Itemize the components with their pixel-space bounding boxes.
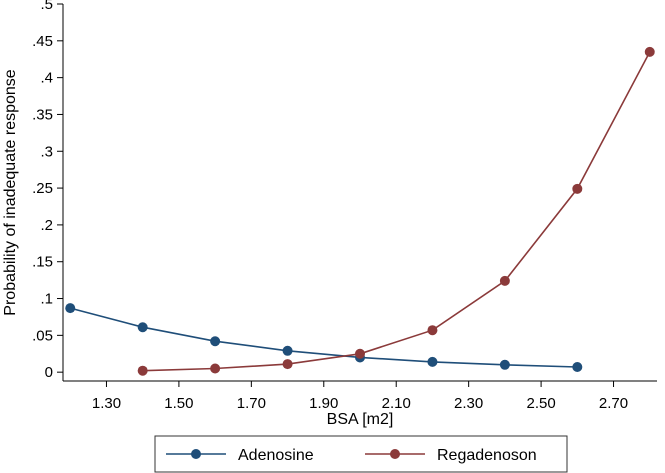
- series-adenosine: [65, 303, 583, 373]
- x-tick-label: 1.90: [309, 395, 338, 412]
- data-point: [65, 303, 76, 314]
- x-axis-ticks: 1.30 1.50 1.70 1.90 2.10 2.30 2.50 2.70: [92, 381, 628, 412]
- y-tick-label: .25: [32, 180, 53, 197]
- y-axis-ticks: 0 .05 .1 .15 .2 .25 .3 .35 .4 .45 .5: [32, 0, 63, 381]
- data-point: [137, 322, 148, 333]
- data-point: [427, 325, 438, 336]
- y-tick-label: .3: [40, 143, 53, 160]
- x-tick-label: 2.30: [454, 395, 483, 412]
- data-point: [282, 359, 293, 370]
- data-point: [355, 348, 365, 359]
- legend-label: Adenosine: [238, 447, 314, 464]
- x-tick-label: 2.50: [526, 395, 555, 412]
- y-tick-label: .45: [32, 33, 53, 50]
- series-layer: [65, 46, 655, 376]
- y-tick-label: .05: [32, 327, 53, 344]
- data-point: [210, 336, 221, 347]
- data-point: [499, 275, 510, 286]
- x-tick-label: 1.70: [237, 395, 266, 412]
- y-tick-label: .15: [32, 254, 53, 271]
- legend: Adenosine Regadenoson: [154, 435, 568, 473]
- y-tick-label: .4: [40, 70, 53, 87]
- x-tick-label: 2.10: [382, 395, 411, 412]
- x-tick-label: 1.50: [164, 395, 193, 412]
- series-line: [69, 307, 578, 368]
- legend-label: Regadenoson: [437, 447, 537, 464]
- legend-item-adenosine: Adenosine: [166, 447, 314, 464]
- legend-marker: [390, 449, 400, 459]
- data-point: [137, 365, 148, 376]
- x-tick-label: 2.70: [599, 395, 628, 412]
- y-tick-label: 0: [45, 364, 53, 381]
- axes: [62, 4, 657, 382]
- data-point: [572, 183, 583, 194]
- x-tick-label: 1.30: [92, 395, 121, 412]
- y-tick-label: .35: [32, 106, 53, 123]
- series-line: [142, 51, 651, 372]
- legend-marker: [191, 449, 201, 459]
- data-point: [499, 359, 510, 370]
- data-point: [644, 46, 655, 57]
- y-tick-label: .1: [40, 291, 53, 308]
- y-axis-label: Probability of inadequate response: [2, 69, 19, 315]
- data-point: [427, 356, 438, 367]
- data-point: [282, 345, 293, 356]
- data-point: [572, 362, 583, 373]
- x-axis-label: BSA [m2]: [327, 411, 394, 428]
- data-point: [210, 363, 221, 374]
- series-regadenoson: [137, 46, 655, 376]
- y-tick-label: .5: [40, 0, 53, 13]
- y-tick-label: .2: [40, 217, 53, 234]
- legend-item-regadenoson: Regadenoson: [365, 447, 537, 464]
